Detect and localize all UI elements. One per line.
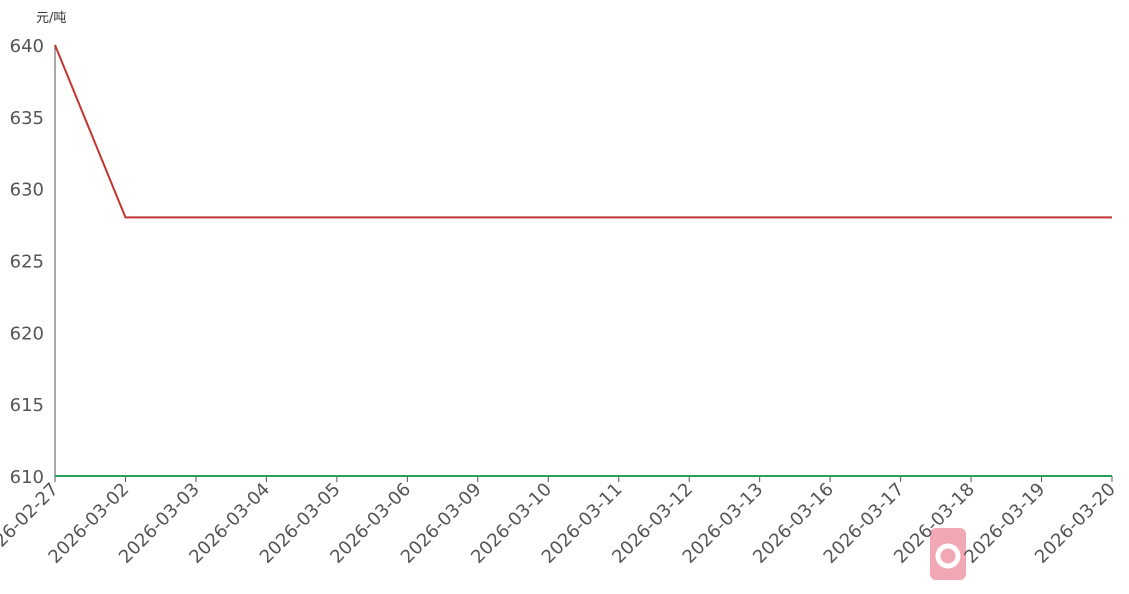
y-tick-label: 615 — [10, 395, 44, 416]
y-tick-label: 635 — [10, 108, 44, 129]
y-tick-label: 610 — [10, 467, 44, 488]
y-tick-label: 630 — [10, 180, 44, 201]
y-axis-unit-label: 元/吨 — [36, 11, 66, 26]
y-tick-label: 625 — [10, 252, 44, 273]
y-tick-label: 640 — [10, 36, 44, 57]
y-tick-label: 620 — [10, 323, 44, 344]
series-line — [55, 45, 1112, 217]
